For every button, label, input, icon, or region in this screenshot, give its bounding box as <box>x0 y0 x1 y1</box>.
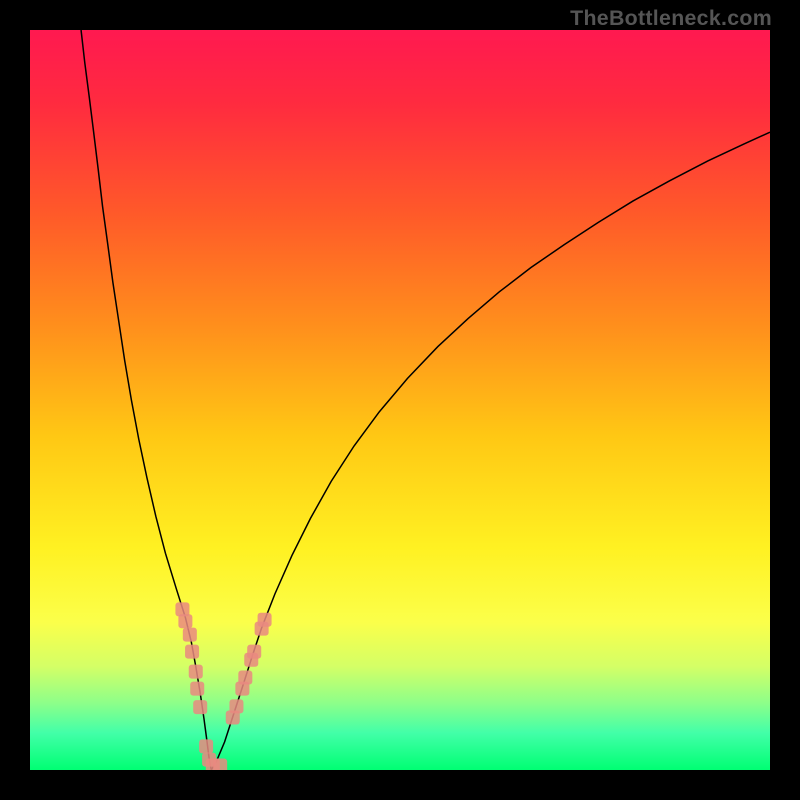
plot-svg <box>30 30 770 770</box>
data-marker <box>238 671 252 685</box>
data-marker <box>199 739 213 753</box>
data-marker <box>183 628 197 642</box>
data-marker <box>189 665 203 679</box>
plot-background <box>30 30 770 770</box>
data-marker <box>193 700 207 714</box>
data-marker <box>178 614 192 628</box>
data-marker <box>190 682 204 696</box>
watermark-text: TheBottleneck.com <box>570 6 772 31</box>
data-marker <box>247 645 261 659</box>
data-marker <box>185 645 199 659</box>
plot-area <box>30 30 770 770</box>
data-marker <box>258 613 272 627</box>
data-marker <box>229 699 243 713</box>
chart-container: TheBottleneck.com <box>0 0 800 800</box>
data-marker <box>213 759 227 770</box>
